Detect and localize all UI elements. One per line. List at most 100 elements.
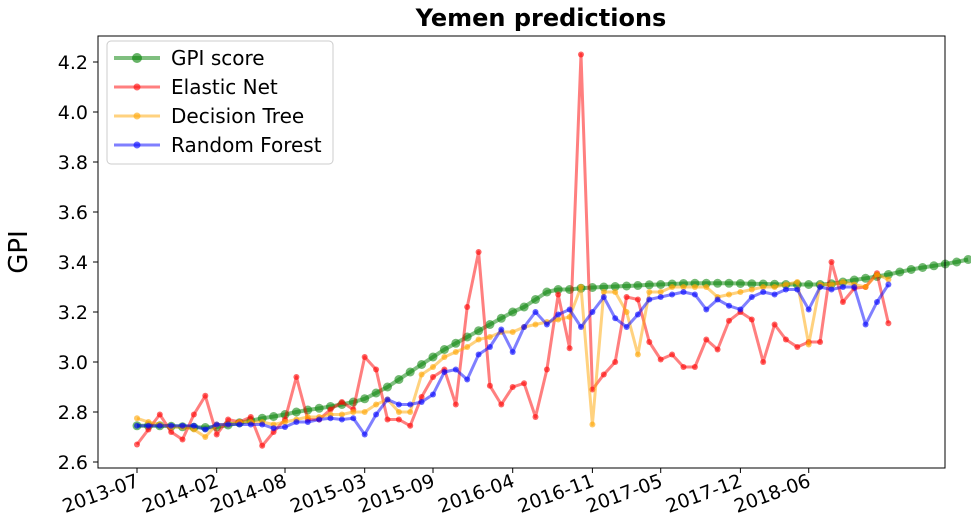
gpi-score-point (519, 302, 529, 312)
random-forest-point (293, 419, 300, 425)
legend-marker-random-forest (133, 141, 141, 149)
random-forest-point (555, 311, 562, 318)
random-forest-point (464, 376, 471, 383)
elastic-net-point (657, 356, 664, 363)
gpi-score-point (610, 282, 620, 291)
random-forest-point (270, 425, 277, 432)
elastic-net-point (475, 249, 482, 255)
random-forest-point (498, 326, 505, 333)
elastic-net-point (885, 320, 892, 327)
random-forest-point (236, 421, 243, 428)
series-layer (132, 51, 971, 449)
y-tick-label: 4.2 (58, 52, 88, 74)
gpi-score-point (952, 257, 962, 267)
elastic-net-point (839, 299, 846, 305)
elastic-net-point (612, 359, 619, 365)
random-forest-point (134, 422, 140, 429)
gpi-score-point (895, 267, 905, 277)
gpi-score-point (383, 382, 392, 392)
gpi-score-point (269, 412, 279, 421)
elastic-net-point (600, 371, 607, 378)
x-tick-label: 2014-02 (139, 470, 221, 518)
decision-tree-point (532, 321, 539, 328)
elastic-net-point (464, 304, 471, 310)
random-forest-point (259, 421, 266, 428)
elastic-net-point (794, 344, 801, 350)
gpi-score-point (644, 280, 654, 290)
elastic-net-point (509, 384, 516, 390)
gpi-score-point (474, 326, 484, 336)
random-forest-point (304, 419, 311, 425)
elastic-net-point (179, 436, 186, 443)
random-forest-point (578, 324, 584, 330)
elastic-net-point (293, 374, 300, 380)
elastic-net-point (430, 374, 436, 380)
elastic-net-point (726, 317, 732, 324)
random-forest-point (316, 416, 323, 423)
elastic-net-point (259, 442, 266, 449)
elastic-net-point (407, 422, 414, 429)
gpi-score-point (314, 403, 324, 413)
elastic-net-point (669, 351, 676, 358)
elastic-net-point (213, 431, 220, 438)
decision-tree-point (282, 419, 288, 425)
random-forest-point (282, 424, 288, 430)
gpi-score-point (849, 275, 859, 285)
gpi-score-point (963, 255, 971, 264)
decision-tree-point (373, 401, 380, 408)
gpi-score-point (451, 338, 461, 348)
elastic-net-point (760, 359, 767, 365)
gpi-score-point (360, 394, 370, 404)
y-tick-label: 3.0 (58, 352, 88, 374)
y-tick-label: 2.6 (58, 452, 88, 474)
random-forest-point (430, 391, 436, 398)
legend-label-decision-tree: Decision Tree (171, 104, 304, 128)
elastic-net-point (703, 336, 710, 343)
decision-tree-point (555, 316, 562, 323)
random-forest-point (828, 286, 835, 293)
elastic-net-point (361, 354, 368, 360)
random-forest-point (532, 309, 539, 315)
gpi-score-point (861, 273, 871, 283)
decision-tree-point (862, 284, 869, 290)
decision-tree-point (782, 281, 789, 288)
decision-tree-point (350, 409, 357, 415)
decision-tree-point (407, 409, 414, 415)
gpi-score-point (883, 270, 893, 279)
decision-tree-point (805, 341, 812, 348)
x-tick-label: 2018-06 (731, 470, 813, 518)
random-forest-point (657, 294, 664, 300)
x-tick-label: 2015-09 (356, 470, 438, 518)
elastic-net-point (452, 401, 459, 408)
elastic-net-point (190, 411, 197, 418)
legend-marker-elastic-net (133, 83, 141, 91)
elastic-net-point (521, 380, 528, 387)
gpi-score-point (804, 280, 814, 289)
random-forest-point (851, 284, 858, 290)
legend-label-elastic-net: Elastic Net (171, 75, 278, 99)
gpi-score-point (542, 287, 552, 297)
random-forest-point (782, 286, 789, 293)
random-forest-point (794, 286, 801, 293)
x-tick-label: 2017-05 (583, 470, 665, 518)
x-tick-label: 2015-03 (287, 470, 369, 518)
x-tick-label: 2016-11 (515, 470, 597, 518)
random-forest-point (407, 401, 414, 408)
elastic-net-point (782, 336, 789, 343)
x-tick-label: 2017-12 (663, 470, 745, 518)
gpi-score-point (485, 320, 495, 329)
decision-tree-point (748, 286, 755, 293)
decision-tree-point (202, 434, 209, 440)
y-tick-label: 3.6 (58, 202, 88, 224)
random-forest-point (190, 422, 197, 429)
elastic-net-point (623, 294, 630, 300)
decision-tree-point (361, 409, 368, 415)
elastic-net-point (714, 346, 721, 353)
elastic-net-point (395, 416, 402, 423)
random-forest-point (623, 324, 630, 330)
elastic-net-point (384, 416, 391, 423)
decision-tree-point (338, 411, 345, 418)
random-forest-point (680, 289, 687, 295)
random-forest-point (566, 306, 573, 313)
